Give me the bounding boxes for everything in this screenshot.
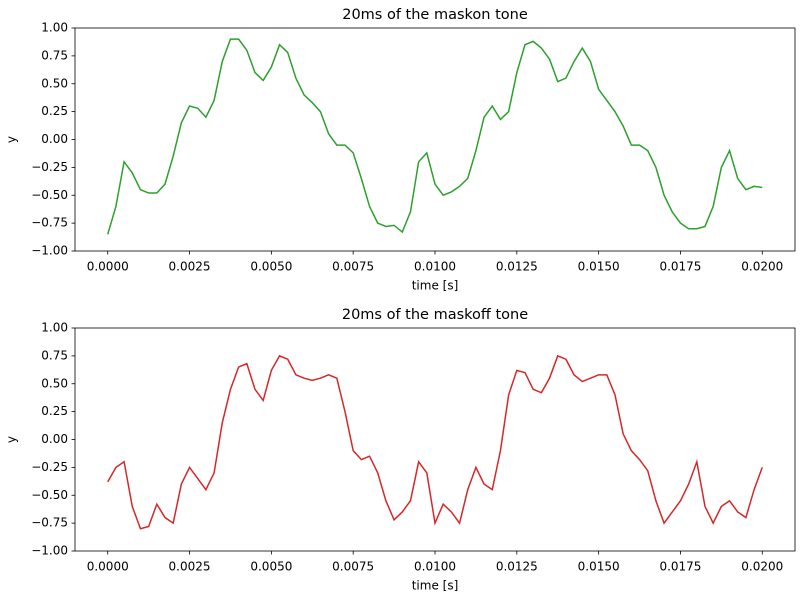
x-tick-label: 0.0150 (578, 560, 620, 574)
x-tick-label: 0.0050 (250, 560, 292, 574)
x-tick-label: 0.0000 (87, 260, 129, 274)
x-tick-label: 0.0200 (741, 260, 783, 274)
chart-title: 20ms of the maskoff tone (342, 307, 528, 323)
x-tick-label: 0.0125 (496, 260, 538, 274)
x-tick-label: 0.0175 (659, 560, 701, 574)
y-axis-label: y (5, 136, 19, 143)
x-tick-label: 0.0175 (659, 260, 701, 274)
y-tick-label: 0.75 (41, 48, 68, 62)
y-tick-label: 0.50 (41, 76, 68, 90)
y-tick-label: −0.25 (31, 460, 68, 474)
x-tick-label: 0.0150 (578, 260, 620, 274)
y-tick-label: −0.75 (31, 216, 68, 230)
y-tick-label: 0.50 (41, 376, 68, 390)
chart-title: 20ms of the maskon tone (342, 7, 528, 23)
y-tick-label: 0.75 (41, 348, 68, 362)
x-axis-label: time [s] (412, 279, 459, 293)
y-tick-label: −0.25 (31, 160, 68, 174)
x-tick-label: 0.0100 (414, 560, 456, 574)
y-tick-label: −0.50 (31, 488, 68, 502)
x-tick-label: 0.0025 (169, 260, 211, 274)
y-tick-label: 0.00 (41, 132, 68, 146)
x-tick-label: 0.0025 (169, 560, 211, 574)
y-tick-label: −0.50 (31, 188, 68, 202)
x-tick-label: 0.0125 (496, 560, 538, 574)
x-axis-label: time [s] (412, 579, 459, 593)
y-tick-label: 1.00 (41, 21, 68, 35)
y-tick-label: −0.75 (31, 516, 68, 530)
x-tick-label: 0.0100 (414, 260, 456, 274)
y-tick-label: 1.00 (41, 321, 68, 335)
x-tick-label: 0.0200 (741, 560, 783, 574)
x-tick-label: 0.0075 (332, 260, 374, 274)
data-line (107, 38, 763, 235)
plot-area (74, 327, 796, 552)
x-tick-label: 0.0050 (250, 260, 292, 274)
y-axis-label: y (5, 436, 19, 443)
y-tick-label: 0.25 (41, 404, 68, 418)
y-tick-label: 0.00 (41, 432, 68, 446)
y-tick-label: −1.00 (31, 544, 68, 558)
y-tick-label: −1.00 (31, 244, 68, 258)
x-tick-label: 0.0000 (87, 560, 129, 574)
plot-area (74, 27, 796, 252)
data-line (107, 354, 763, 530)
y-tick-label: 0.25 (41, 104, 68, 118)
x-tick-label: 0.0075 (332, 560, 374, 574)
